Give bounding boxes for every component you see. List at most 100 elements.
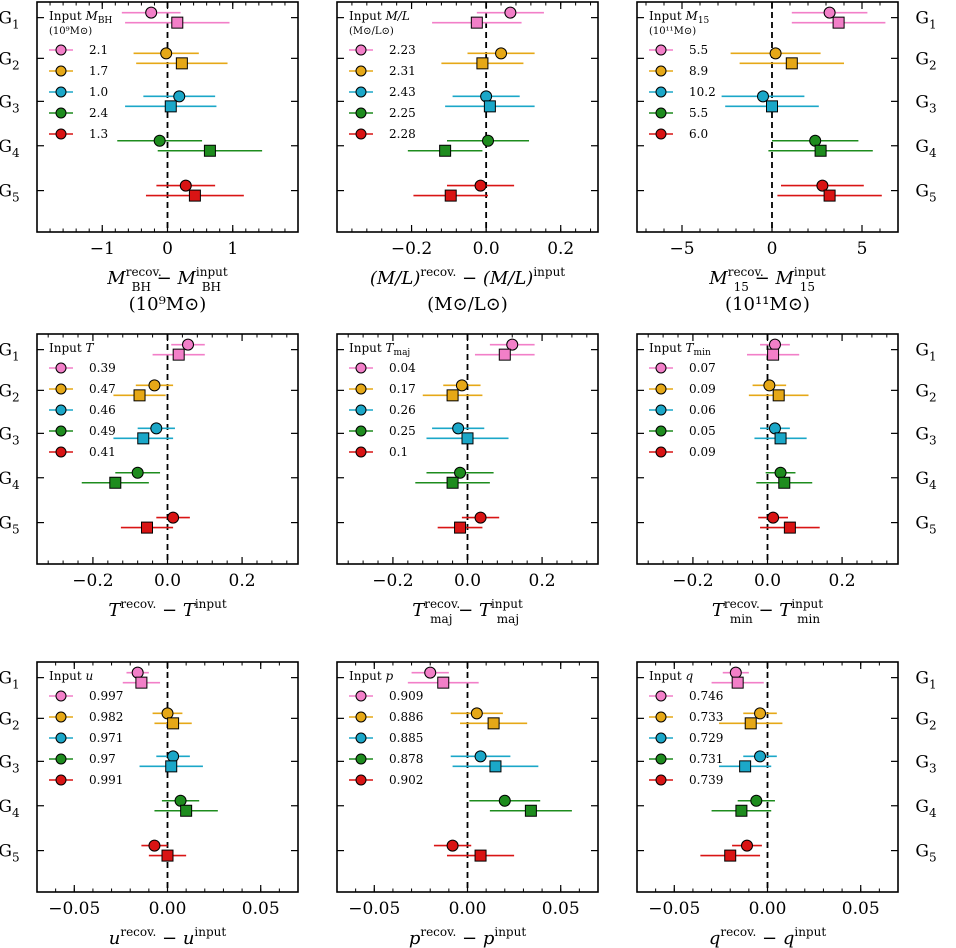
point-circle bbox=[145, 6, 158, 19]
x-label-sub: maj bbox=[430, 612, 452, 626]
group-label: G3 bbox=[915, 424, 936, 447]
x-tick-label: 0.2 bbox=[529, 571, 556, 591]
point-circle bbox=[167, 750, 180, 763]
x-tick-label: −1 bbox=[90, 239, 115, 259]
group-label: G4 bbox=[915, 469, 937, 492]
legend: Input MBH(10⁹M⊙)2.11.71.02.41.3 bbox=[49, 9, 112, 141]
group-label: G2 bbox=[0, 49, 20, 72]
x-label-minus: − T bbox=[156, 600, 197, 621]
legend-title-text: Input bbox=[49, 669, 86, 683]
group-label-subscript: 3 bbox=[929, 101, 937, 115]
point-circle bbox=[160, 47, 173, 60]
point-square bbox=[137, 432, 150, 445]
legend-marker bbox=[55, 65, 67, 77]
point-square bbox=[487, 717, 500, 730]
group-label-subscript: 3 bbox=[929, 433, 937, 447]
group-label-subscript: 1 bbox=[12, 350, 20, 364]
legend-value: 0.26 bbox=[389, 403, 416, 417]
group-label-letter: G bbox=[915, 381, 929, 401]
point-circle bbox=[480, 90, 493, 103]
x-label-sup2: input bbox=[196, 265, 228, 279]
legend-marker bbox=[55, 86, 67, 98]
group-label-subscript: 2 bbox=[12, 390, 20, 404]
legend-title-unit: (10⁹M⊙) bbox=[49, 26, 92, 37]
group-label-letter: G bbox=[0, 669, 12, 689]
legend-marker bbox=[55, 711, 67, 723]
legend: Input u 0.997 0.982 0.971 0.97 0.991 bbox=[49, 669, 123, 787]
point-square bbox=[498, 348, 511, 361]
group-label: G3 bbox=[0, 92, 20, 115]
point-square bbox=[203, 144, 216, 157]
x-label-sup2: input bbox=[491, 597, 523, 611]
x-label-sub: 15 bbox=[734, 280, 749, 294]
x-label-minus: − p bbox=[456, 928, 495, 948]
group-label-letter: G bbox=[0, 752, 12, 772]
group-label-letter: G bbox=[915, 752, 929, 772]
group-label-letter: G bbox=[915, 469, 929, 489]
legend-title-text: Input bbox=[349, 9, 386, 23]
legend-value: 0.47 bbox=[89, 382, 116, 396]
point-square bbox=[739, 760, 752, 773]
point-circle bbox=[763, 379, 776, 392]
legend-marker bbox=[355, 404, 367, 416]
point-circle bbox=[754, 707, 767, 720]
group-label-subscript: 5 bbox=[12, 523, 20, 537]
group-label-subscript: 1 bbox=[12, 678, 20, 692]
x-label-sup: recov. bbox=[728, 265, 764, 279]
point-circle bbox=[174, 794, 187, 807]
legend-title-var: u bbox=[86, 669, 94, 683]
legend-value: 5.5 bbox=[689, 106, 708, 120]
point-square bbox=[778, 476, 791, 489]
x-tick-label: −5 bbox=[669, 239, 694, 259]
legend-marker bbox=[655, 107, 667, 119]
legend-value: 0.731 bbox=[689, 752, 723, 766]
point-square bbox=[180, 804, 193, 817]
legend-marker bbox=[55, 753, 67, 765]
legend-title-text: Input bbox=[649, 341, 686, 355]
point-square bbox=[188, 189, 201, 202]
legend-marker bbox=[355, 753, 367, 765]
point-square bbox=[439, 144, 452, 157]
point-circle bbox=[148, 379, 161, 392]
point-circle bbox=[482, 134, 495, 147]
point-square bbox=[772, 389, 785, 402]
legend-marker bbox=[355, 711, 367, 723]
x-label-var: (M/L) bbox=[370, 268, 421, 289]
x-tick-label: −0.05 bbox=[348, 899, 400, 919]
x-label-var: M bbox=[106, 268, 126, 289]
axes-frame bbox=[336, 1, 599, 233]
group-label: G3 bbox=[915, 92, 936, 115]
x-axis-label: Mrecov. 15 − Minput 15 bbox=[708, 265, 826, 294]
x-tick-label: 0.2 bbox=[229, 571, 256, 591]
group-label: G4 bbox=[0, 469, 20, 492]
point-circle bbox=[167, 511, 180, 524]
legend: Input M15(10¹¹M⊙) 5.5 8.9 10.2 5.5 6.0 bbox=[649, 9, 716, 141]
legend-value: 0.09 bbox=[689, 382, 716, 396]
x-axis-label: (M/L)recov. − (M/L)input bbox=[370, 265, 565, 289]
x-label-sub2: 15 bbox=[800, 280, 815, 294]
point-circle bbox=[495, 47, 508, 60]
x-axis-label: Trecov. min − Tinput min bbox=[712, 597, 823, 626]
x-label-minus: − T bbox=[452, 600, 493, 621]
legend-title: Input Tmin bbox=[649, 341, 711, 358]
point-circle bbox=[182, 338, 195, 351]
legend-value: 0.746 bbox=[689, 689, 723, 703]
x-label-sup2: input bbox=[195, 597, 227, 611]
legend-value: 0.17 bbox=[389, 382, 416, 396]
legend-value: 0.902 bbox=[389, 773, 423, 787]
point-square bbox=[476, 57, 489, 70]
group-label-letter: G bbox=[915, 709, 929, 729]
legend-value: 0.97 bbox=[89, 752, 116, 766]
legend-value: 2.1 bbox=[89, 43, 108, 57]
x-tick-label: −0.2 bbox=[391, 239, 432, 259]
group-label: G5 bbox=[0, 182, 20, 205]
group-label: G1 bbox=[915, 9, 936, 32]
x-tick-label: −0.2 bbox=[372, 571, 413, 591]
point-square bbox=[135, 676, 148, 689]
point-square bbox=[165, 760, 178, 773]
group-label-letter: G bbox=[915, 842, 929, 862]
point-circle bbox=[769, 47, 782, 60]
group-label: G5 bbox=[0, 842, 20, 865]
group-label-letter: G bbox=[915, 49, 929, 69]
point-square bbox=[832, 16, 845, 29]
